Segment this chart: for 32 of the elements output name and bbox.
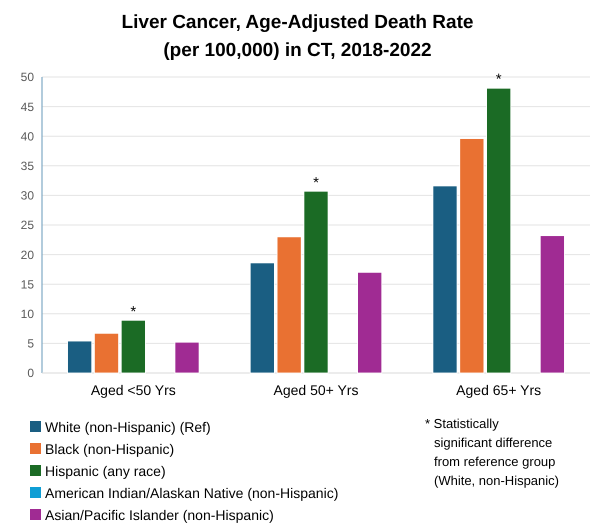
y-tick-label: 5 [27,336,34,351]
y-tick-label: 0 [27,366,34,380]
bar [432,186,458,374]
x-tick-label: Aged <50 Yrs [90,382,176,398]
x-tick-label: Aged 65+ Yrs [456,382,542,398]
annotation: * [130,303,136,320]
text: * Statistically significant difference from reference group (White, non-Hispanic) [425,416,559,488]
y-tick-label: 20 [20,248,34,262]
y-tick-label: 35 [20,159,34,173]
bar [120,320,146,374]
legend-label: Black (non-Hispanic) [45,441,174,457]
legend-label: American Indian/Alaskan Native (non-Hispanic) [45,485,338,501]
bar [304,190,328,374]
y-tick-label: 25 [20,218,34,232]
legend-label: Hispanic (any race) [45,463,166,479]
y-tick-label: 50 [20,70,34,84]
y-tick-label: 45 [20,100,34,114]
y-tick-label: 30 [20,188,34,203]
y-tick-label: 40 [20,129,34,144]
bar [94,332,119,374]
chart-title: Liver Cancer, Age-Adjusted Death Rate (per 100,000) in CT, 2018-2022 [122,12,474,61]
annotation: * [496,71,502,88]
bar [174,342,200,374]
x-tick-label: Aged 50+ Yrs [274,382,358,398]
y-tick-label: 15 [20,277,34,292]
bar [357,272,382,374]
legend-label: White (non-Hispanic) (Ref) [45,419,211,435]
bar [540,235,565,374]
annotation: * [313,174,320,192]
bar [67,340,92,374]
y-tick-label: 10 [20,307,34,321]
legend-label: Asian/Pacific Islander (non-Hispanic) [45,507,274,523]
